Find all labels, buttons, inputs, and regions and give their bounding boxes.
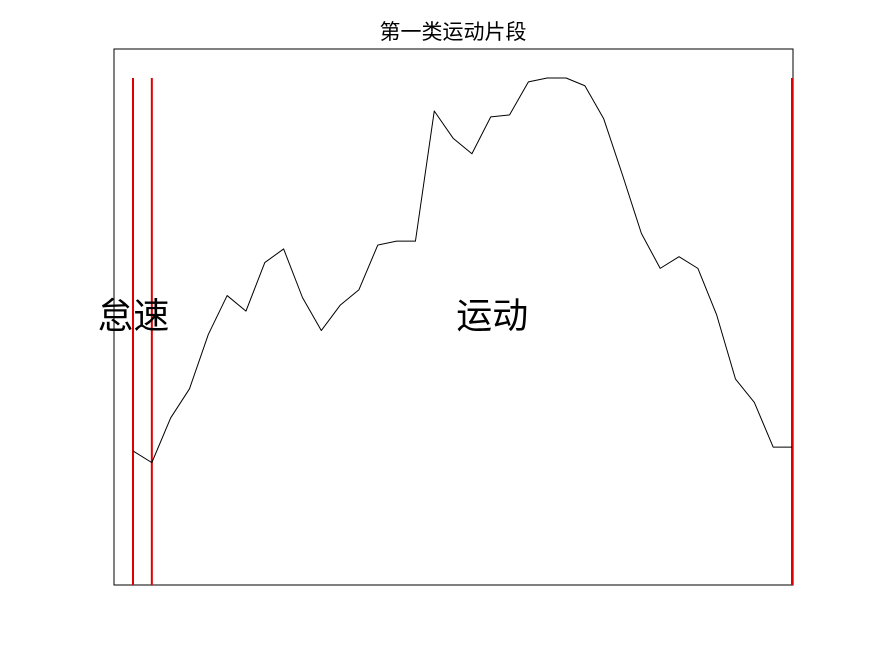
series-group [133, 78, 792, 463]
plot-area-frame [114, 49, 793, 585]
annotation-label-2: 运动 [456, 296, 528, 337]
chart-title: 第一类运动片段 [380, 20, 527, 44]
speed-series-line-1 [133, 78, 792, 463]
annotation-label-1: 怠速 [97, 296, 169, 337]
